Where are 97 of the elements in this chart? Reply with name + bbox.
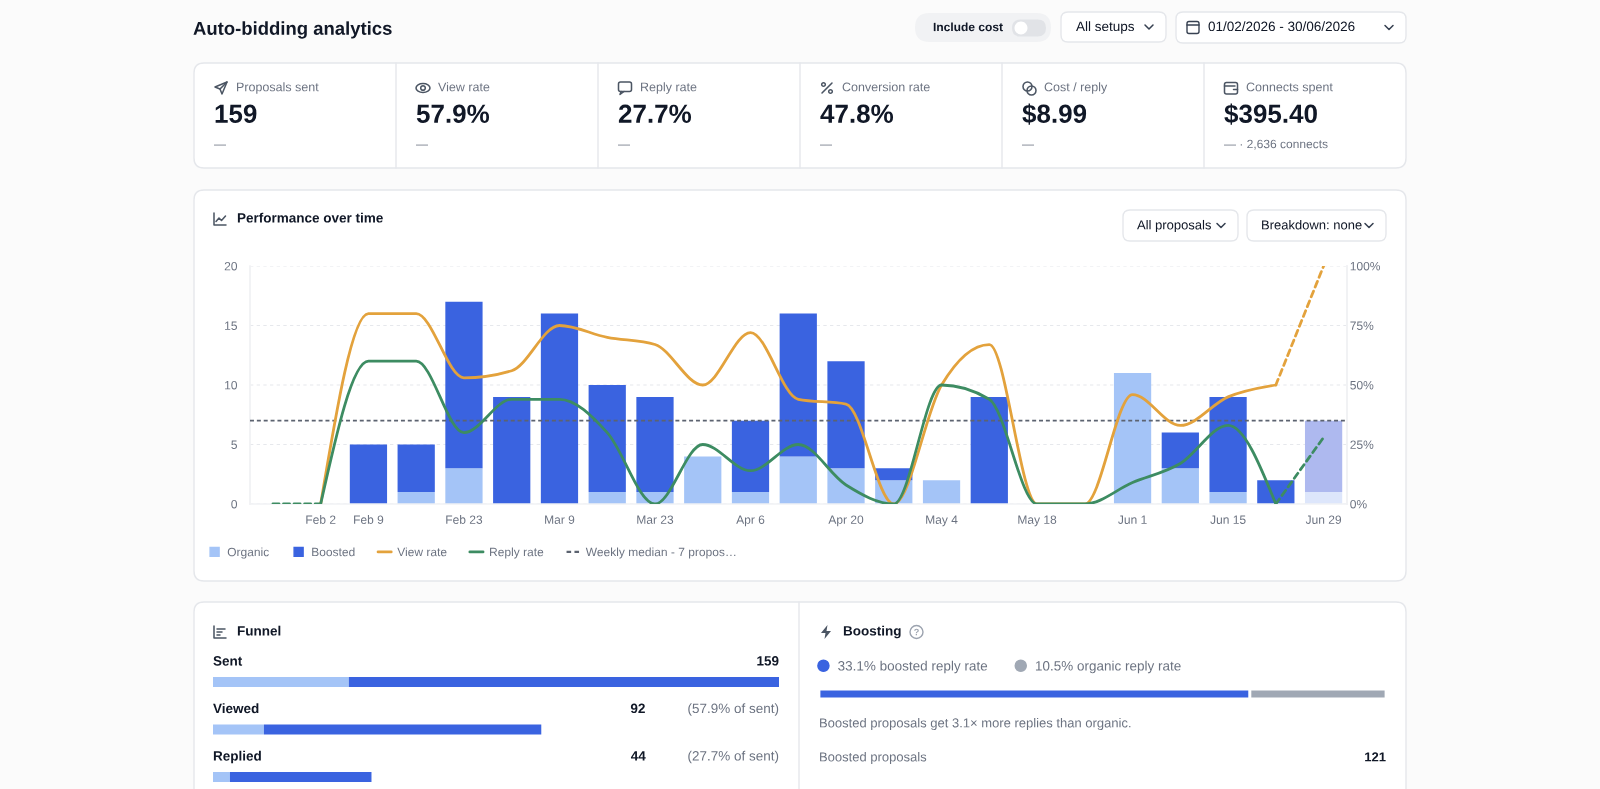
chart-title: Performance over time <box>237 212 383 223</box>
text: — <box>416 144 428 146</box>
bar <box>1209 492 1247 504</box>
x-tick-label: Jun 1 <box>1118 515 1147 524</box>
bar <box>1209 396 1247 493</box>
bar <box>779 456 817 504</box>
x-tick-label: Mar 23 <box>637 515 674 524</box>
bar <box>397 492 435 504</box>
chart-title: Boosting <box>843 625 901 639</box>
text: Proposals sent <box>237 82 319 94</box>
y-tick-label: Replied <box>213 750 261 764</box>
text: Reply rate <box>641 82 697 94</box>
text: — <box>618 144 630 146</box>
y2-tick-label: 100% <box>1350 261 1381 271</box>
x-tick-label: Feb 23 <box>446 515 483 524</box>
text: $8.99 <box>1022 103 1087 125</box>
text: 121 <box>1365 752 1386 762</box>
bar <box>397 444 435 493</box>
bar <box>731 420 770 493</box>
bar <box>588 385 626 493</box>
annotation: 159 <box>757 656 779 666</box>
legend-label: Weekly median - 7 propos… <box>585 547 736 559</box>
x-tick-label: May 18 <box>1018 515 1057 527</box>
bar <box>922 480 961 504</box>
bar <box>1304 420 1343 493</box>
bar <box>636 396 674 493</box>
x-tick-label: Jun 15 <box>1210 515 1246 524</box>
text: 57.9% <box>416 104 490 123</box>
legend-label: Reply rate <box>490 547 544 559</box>
text: 27.7% <box>618 104 692 123</box>
legend-label: 10.5% organic reply rate <box>1035 660 1181 674</box>
y2-tick-label: 50% <box>1350 380 1374 390</box>
legend-label: Organic <box>227 547 269 559</box>
x-tick-label: Feb 2 <box>306 515 336 524</box>
bar <box>229 772 372 782</box>
text: Boosted proposals get 3.1× more replies than organic. <box>820 717 1131 731</box>
bar <box>827 361 865 469</box>
text: — <box>820 144 832 146</box>
y-tick-label: 5 <box>231 440 237 449</box>
y-tick-label: Viewed <box>213 703 259 714</box>
bar <box>970 396 1008 504</box>
text: $395.40 <box>1224 103 1317 125</box>
bar <box>540 313 579 504</box>
legend-label: 33.1% boosted reply rate <box>838 660 988 674</box>
bar <box>263 724 542 735</box>
y-tick-label: 20 <box>224 261 238 271</box>
bar <box>1161 432 1199 469</box>
bar <box>349 444 388 504</box>
text: 92 (57.9% of sent) <box>630 703 779 716</box>
y-tick-label: Sent <box>213 656 243 666</box>
y-tick-label: 10 <box>225 380 238 390</box>
y2-tick-label: 0% <box>1350 499 1367 509</box>
text: Cost / reply <box>1044 82 1108 94</box>
text: 44 (27.7% of sent) <box>630 750 779 764</box>
text: All setups <box>1076 21 1135 34</box>
text: — <box>214 144 226 146</box>
y-tick-label: 15 <box>225 321 237 330</box>
x-tick-label: May 4 <box>926 515 958 527</box>
text: 159 <box>215 104 257 123</box>
bar <box>1113 373 1152 504</box>
text: View rate <box>438 82 490 92</box>
bar <box>827 468 865 504</box>
bar <box>684 456 722 504</box>
bar <box>588 492 626 504</box>
text: Boosted proposals <box>820 751 927 765</box>
y2-tick-label: 25% <box>1350 440 1374 449</box>
text: — <box>1022 144 1034 146</box>
bar <box>493 396 531 504</box>
bar <box>445 301 483 469</box>
bar <box>348 677 779 687</box>
x-tick-label: Apr 20 <box>828 515 864 527</box>
text: Connects spent <box>1246 82 1333 94</box>
text: — · 2,636 connects <box>1224 139 1328 150</box>
bar <box>445 468 483 504</box>
bar <box>1161 468 1199 504</box>
legend-label: View rate <box>397 547 447 557</box>
bar <box>779 313 817 457</box>
text: Breakdown: none <box>1262 219 1362 230</box>
text: 01/02/2026 - 30/06/2026 <box>1208 21 1355 32</box>
text: All proposals <box>1137 219 1211 233</box>
bar <box>731 492 770 504</box>
x-tick-label: Feb 9 <box>354 515 384 524</box>
text: 47.8% <box>820 104 894 123</box>
bar <box>213 772 230 782</box>
x-tick-label: Jun 29 <box>1305 515 1342 524</box>
legend-label: Boosted <box>312 547 355 557</box>
y2-tick-label: 75% <box>1350 321 1374 330</box>
bar <box>1304 492 1343 504</box>
x-tick-label: Mar 9 <box>545 515 575 524</box>
x-tick-label: Apr 6 <box>736 515 765 527</box>
bar <box>213 724 264 735</box>
text: Conversion rate <box>842 82 930 92</box>
text: Auto-bidding analytics <box>193 21 392 39</box>
bar <box>213 677 349 687</box>
text: Include cost <box>933 22 1003 32</box>
y-tick-label: 0 <box>231 499 238 509</box>
chart-title: Funnel <box>237 625 281 636</box>
